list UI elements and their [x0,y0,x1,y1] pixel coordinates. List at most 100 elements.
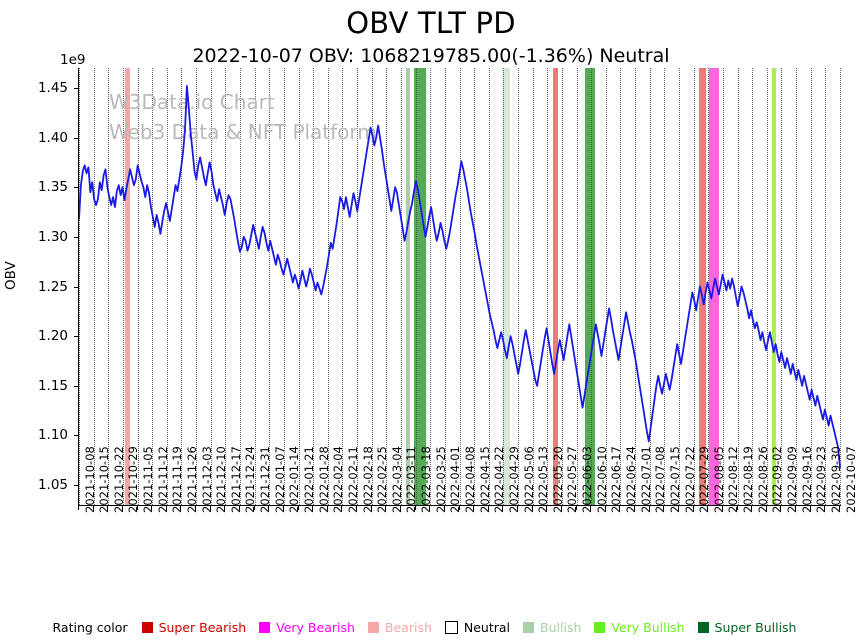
gridline-vertical [561,68,563,505]
x-axis-tick [736,505,738,510]
x-axis-tick [502,505,504,510]
gridline-vertical [415,68,417,505]
gridline-vertical [591,68,593,505]
rating-band-bearish [699,68,707,505]
legend-label: Super Bullish [714,619,797,635]
x-axis-tick [531,505,533,510]
gridline-vertical [781,68,783,505]
gridline-vertical [210,68,212,505]
y-axis-tick [73,187,78,189]
x-axis-tick [795,505,797,510]
gridline-vertical [400,68,402,505]
x-axis-tick-label: 2022-07-22 [682,446,697,513]
legend: Rating color Super Bearish Very Bearish Be… [0,616,862,638]
x-axis-tick-label: 2021-11-19 [170,446,185,513]
gridline-vertical [796,68,798,505]
y-axis-tick-label: 1.15 [37,377,68,394]
obv-line-series [79,84,841,469]
gridline-vertical [752,68,754,505]
x-axis-tick [707,505,709,510]
x-axis-tick [765,505,767,510]
x-axis-tick [297,505,299,510]
x-axis-tick [780,505,782,510]
y-axis-tick-label: 1.25 [37,278,68,295]
gridline-vertical [166,68,168,505]
x-axis-tick-label: 2022-01-07 [272,446,287,513]
x-axis-tick [414,505,416,510]
legend-item-super-bullish[interactable]: Super Bullish [697,619,797,635]
legend-item-very-bullish[interactable]: Very Bullish [594,620,685,635]
gridline-vertical [342,68,344,505]
chart-title: OBV TLT PD [346,6,516,40]
gridline-vertical [386,68,388,505]
x-axis-tick [312,505,314,510]
legend-swatch-icon [523,621,535,633]
legend-item-neutral[interactable]: Neutral [444,620,510,635]
x-axis-tick-label: 2022-02-18 [360,446,375,513]
x-axis-tick [121,505,123,510]
x-axis-tick [663,505,665,510]
rating-band-super-bullish [413,68,427,505]
y-axis-tick [73,385,78,387]
x-axis-tick [560,505,562,510]
x-axis-tick-label: 2022-03-25 [433,446,448,513]
x-axis-tick [370,505,372,510]
gridline-vertical [93,68,95,505]
legend-label: Super Bearish [158,619,247,635]
gridline-vertical [79,68,80,505]
gridline-vertical [518,68,520,505]
x-axis-tick-label: 2022-06-10 [594,446,609,513]
rating-band-super-bullish [584,68,595,505]
legend-swatch-icon [444,620,458,634]
x-axis-tick [107,505,109,510]
legend-swatch-icon [141,621,153,633]
plot-area: W3Data.io Chart Web3 Data & NFT Platform [78,68,841,506]
x-axis-tick-label: 2022-01-14 [287,446,302,513]
legend-item-very-bearish[interactable]: Very Bearish [259,620,355,635]
x-axis-tick-label: 2022-08-05 [711,446,726,513]
x-axis-tick [824,505,826,510]
gridline-vertical [327,68,329,505]
legend-item-super-bearish[interactable]: Super Bearish [141,619,247,635]
gridline-vertical [825,68,827,505]
gridline-vertical [620,68,622,505]
legend-item-bullish[interactable]: Bullish [523,620,581,635]
y-axis-tick [73,236,78,238]
gridline-vertical [196,68,198,505]
x-axis-tick [165,505,167,510]
x-axis-tick-label: 2022-07-01 [638,446,653,513]
x-axis-tick [692,505,694,510]
x-axis-tick-label: 2022-04-01 [448,446,463,513]
x-axis-tick-label: 2022-06-24 [623,446,638,513]
x-axis-tick-label: 2022-02-11 [345,446,360,513]
x-axis-tick [399,505,401,510]
gridline-vertical [576,68,578,505]
series-layer [79,68,841,505]
x-axis-tick [619,505,621,510]
x-axis-tick-label: 2021-12-03 [199,446,214,513]
x-axis-tick [356,505,358,510]
y-axis-tick-label: 1.10 [37,427,68,444]
y-axis-tick-label: 1.05 [37,477,68,494]
x-axis-tick-label: 2022-09-30 [828,446,843,513]
gridline-vertical [269,68,271,505]
gridline-vertical [474,68,476,505]
y-axis-tick [73,485,78,487]
gridline-vertical [503,68,505,505]
y-axis-tick-label: 1.35 [37,179,68,196]
x-axis-tick [136,505,138,510]
x-axis-tick-label: 2022-06-03 [580,446,595,513]
x-axis-tick-label: 2022-02-04 [331,446,346,513]
gridline-vertical [430,68,432,505]
gridline-vertical [693,68,695,505]
x-axis-tick-label: 2022-04-22 [492,446,507,513]
x-axis-tick-label: 2022-07-29 [697,446,712,513]
gridline-vertical [357,68,359,505]
x-axis-tick-label: 2022-02-25 [375,446,390,513]
y-axis-exponent: 1e9 [60,52,86,68]
x-axis-tick-label: 2022-05-20 [550,446,565,513]
gridline-vertical [679,68,681,505]
legend-title: Rating color [52,619,128,635]
x-axis-tick [443,505,445,510]
legend-item-bearish[interactable]: Bearish [367,620,432,635]
